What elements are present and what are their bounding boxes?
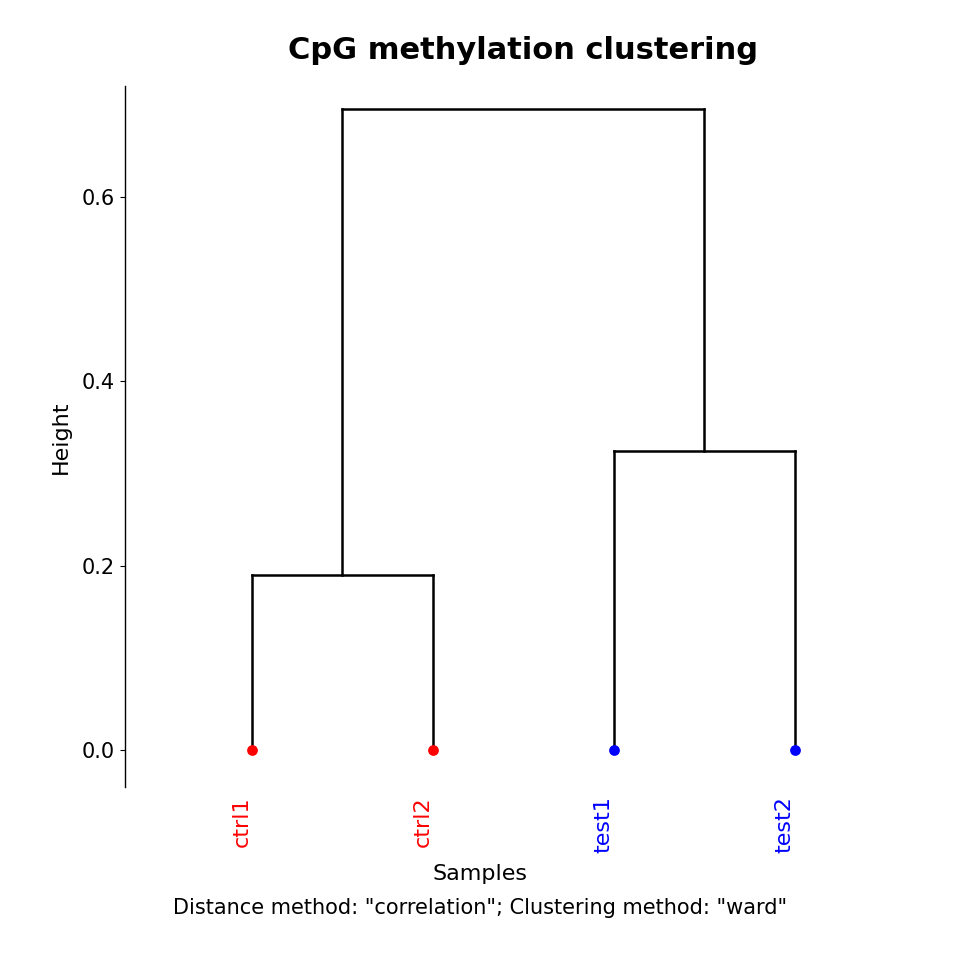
Text: ctrl1: ctrl1 [231, 797, 252, 847]
Point [606, 743, 621, 758]
Text: test2: test2 [775, 797, 795, 853]
Text: Distance method: "correlation"; Clustering method: "ward": Distance method: "correlation"; Clusteri… [173, 898, 787, 918]
Point [787, 743, 803, 758]
Text: ctrl2: ctrl2 [413, 797, 433, 847]
Point [425, 743, 441, 758]
Text: Samples: Samples [433, 864, 527, 884]
Text: test1: test1 [593, 797, 613, 853]
Title: CpG methylation clustering: CpG methylation clustering [288, 36, 758, 64]
Y-axis label: Height: Height [51, 400, 71, 473]
Point [244, 743, 259, 758]
